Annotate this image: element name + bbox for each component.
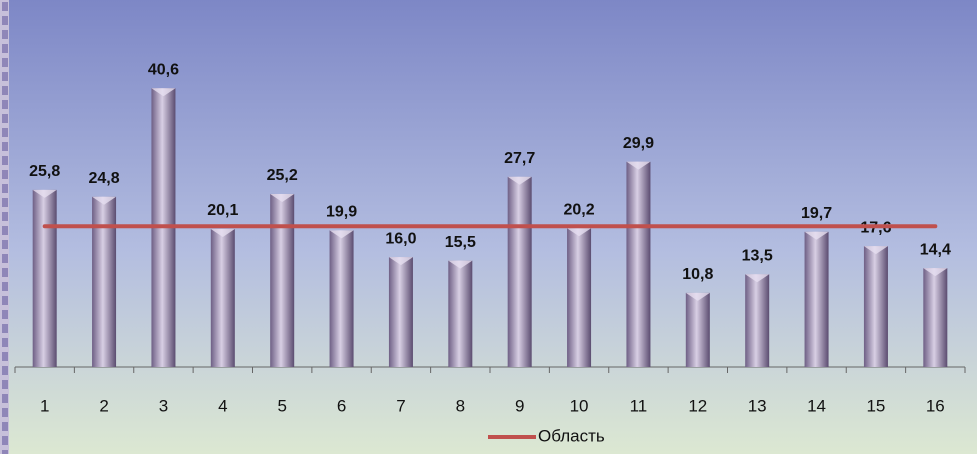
data-label: 29,9 [623, 135, 654, 152]
bar-cap [270, 193, 295, 202]
bar [32, 189, 57, 367]
bar [448, 260, 473, 367]
data-label: 20,2 [563, 202, 594, 219]
data-label: 15,5 [445, 234, 476, 251]
x-tick-label: 5 [277, 396, 286, 415]
data-label: 24,8 [88, 170, 119, 187]
x-tick-label: 16 [926, 396, 945, 415]
x-tick-label: 11 [630, 396, 648, 415]
bar-cap [32, 189, 57, 198]
bar-cap [685, 292, 710, 301]
bar-cap [329, 230, 354, 239]
bar [388, 257, 413, 367]
bar-cap [448, 260, 473, 269]
data-label: 27,7 [504, 150, 535, 167]
bar-cap [567, 228, 592, 237]
bar [507, 176, 532, 367]
x-tick-label: 8 [456, 396, 465, 415]
data-label: 14,4 [920, 241, 951, 258]
bar-cap [804, 231, 829, 240]
bar [92, 196, 117, 367]
side-border [0, 0, 9, 454]
bar-cap [863, 246, 888, 255]
bar-cap [626, 161, 651, 170]
x-tick-label: 9 [515, 396, 524, 415]
bar-cap [507, 176, 532, 185]
bar [626, 161, 651, 367]
data-label: 20,1 [207, 202, 238, 219]
data-label: 10,8 [682, 266, 713, 283]
data-label: 16,0 [385, 230, 416, 247]
x-tick-label: 10 [570, 396, 589, 415]
x-tick-label: 15 [866, 396, 885, 415]
x-tick-label: 3 [159, 396, 168, 415]
bar-cap [923, 268, 948, 277]
x-tick-label: 13 [748, 396, 767, 415]
bar-cap [151, 88, 176, 97]
data-label: 25,2 [267, 167, 298, 184]
x-tick-label: 4 [218, 396, 227, 415]
data-label: 19,7 [801, 205, 832, 222]
bar [567, 228, 592, 367]
bar [270, 193, 295, 367]
data-label: 40,6 [148, 61, 179, 78]
bar [210, 228, 235, 367]
legend-label: Область [538, 426, 605, 445]
bar [804, 231, 829, 367]
x-tick-label: 1 [40, 396, 49, 415]
x-tick-label: 7 [396, 396, 405, 415]
bar-cap [745, 274, 770, 283]
bar [863, 246, 888, 367]
bar-cap [92, 196, 117, 205]
data-label: 19,9 [326, 204, 357, 221]
x-tick-label: 12 [688, 396, 707, 415]
x-tick-label: 14 [807, 396, 826, 415]
data-label: 25,8 [29, 163, 60, 180]
bar [685, 292, 710, 367]
data-label: 13,5 [742, 248, 773, 265]
bar [329, 230, 354, 367]
bar-cap [388, 257, 413, 266]
bar-cap [210, 228, 235, 237]
x-tick-label: 2 [99, 396, 108, 415]
bar [745, 274, 770, 367]
bar [923, 268, 948, 367]
x-tick-label: 6 [337, 396, 346, 415]
